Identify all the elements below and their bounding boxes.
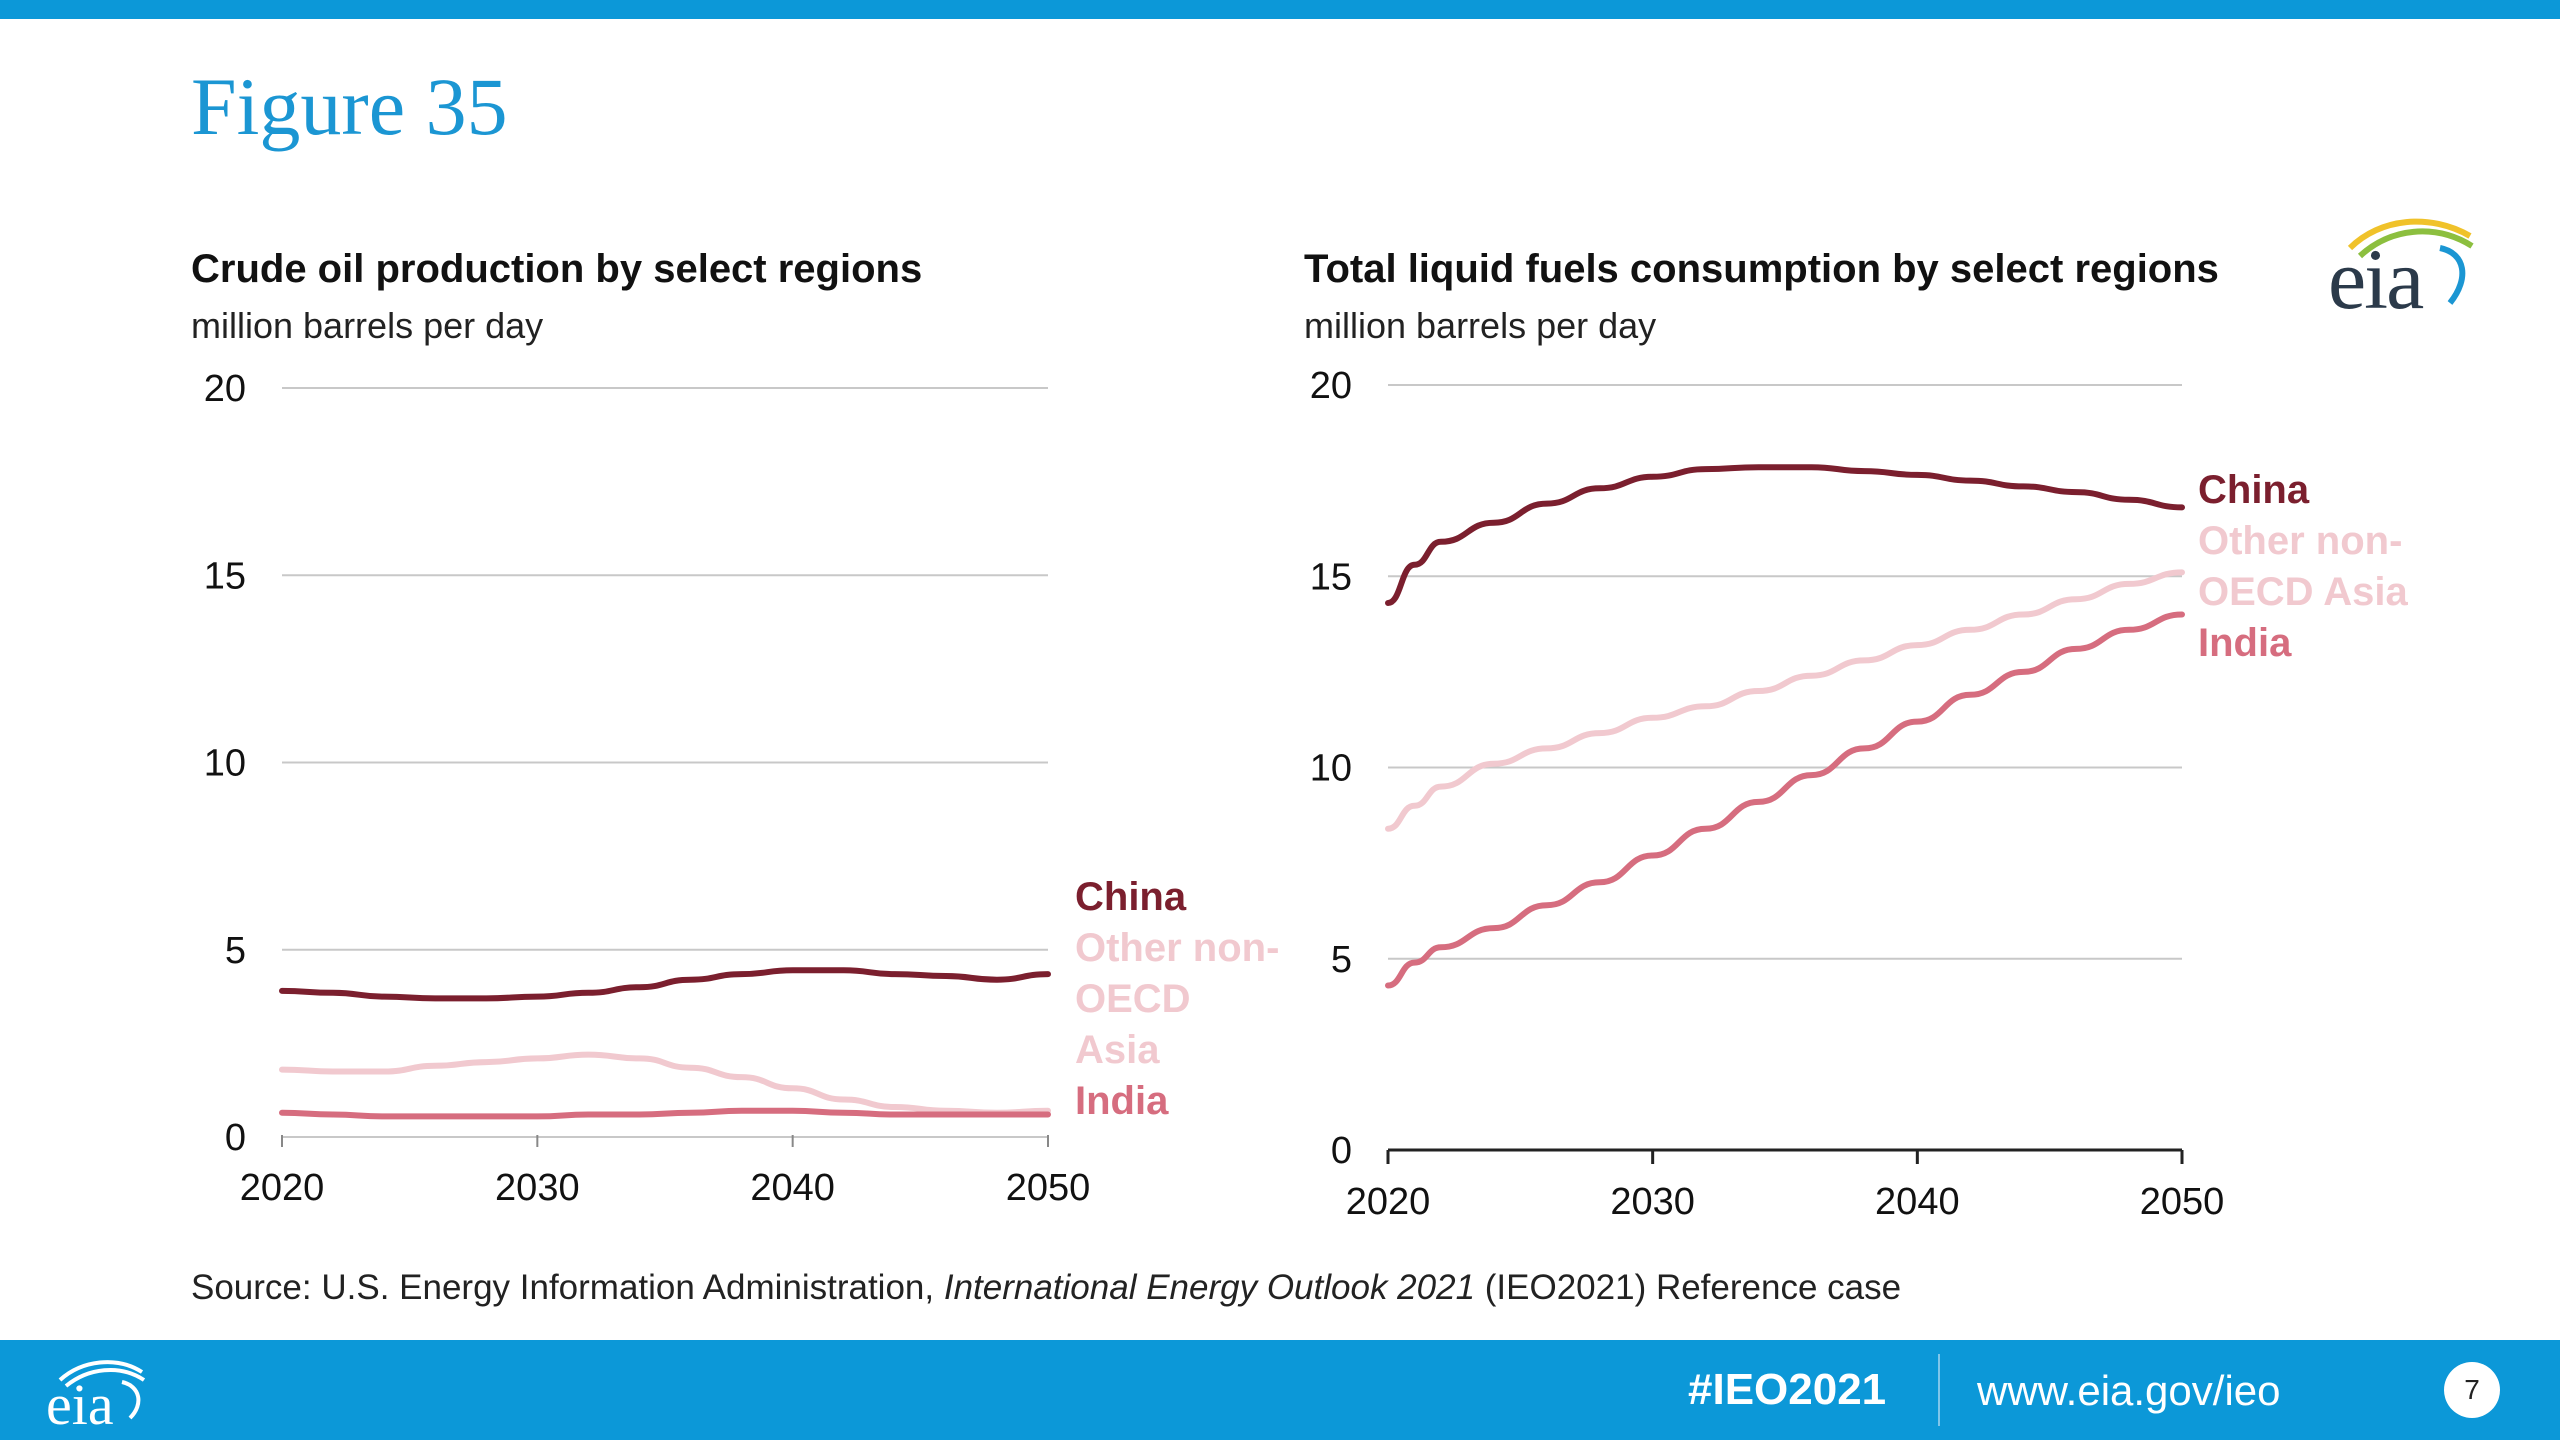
chart2-line-other-non-oecd-asia — [1385, 569, 2185, 832]
chart1-series-label-india: India — [1075, 1079, 1169, 1123]
footer-bar: eia #IEO2021 www.eia.gov/ieo 7 — [0, 1340, 2560, 1440]
footer-logo-text: eia — [46, 1372, 114, 1437]
top-accent-bar — [0, 0, 2560, 19]
figure-title: Figure 35 — [191, 61, 508, 152]
footer-logo-swoosh-icon — [58, 1360, 146, 1420]
website-link[interactable]: www.eia.gov/ieo — [1977, 1367, 2281, 1414]
chart1-series-label-other-non-oecd-asia: OECD — [1075, 977, 1191, 1021]
chart2-line-china — [1385, 464, 2185, 606]
chart2-y-tick-label: 5 — [1331, 939, 1352, 981]
source-note: Source: U.S. Energy Information Administ… — [191, 1268, 1901, 1308]
chart2-title: Total liquid fuels consumption by select… — [1304, 247, 2219, 291]
chart1-line-other-non-oecd-asia — [279, 1051, 1051, 1116]
chart1-subtitle: million barrels per day — [191, 305, 543, 346]
chart1-y-tick-label: 0 — [225, 1117, 246, 1159]
charts-canvas: Crude oil production by select regions mi… — [191, 247, 2408, 1223]
footer-eia-logo: eia — [42, 1352, 152, 1437]
chart1-line-china — [279, 967, 1051, 1002]
eia-logo: eia — [2320, 208, 2480, 328]
chart2-x-tick-label: 2030 — [1610, 1181, 1695, 1223]
chart2-y-tick-label: 10 — [1310, 748, 1352, 790]
eia-logo-text: eia — [2328, 231, 2424, 327]
chart2-series-label-china: China — [2198, 468, 2310, 512]
footer-divider — [1938, 1354, 1940, 1426]
chart1-y-tick-label: 15 — [204, 555, 246, 597]
hashtag-label: #IEO2021 — [1688, 1365, 1887, 1414]
chart2-y-tick-label: 0 — [1331, 1130, 1352, 1172]
chart1-x-tick-label: 2020 — [240, 1167, 325, 1209]
source-publication: International Energy Outlook 2021 — [943, 1268, 1476, 1307]
chart1-series-label-other-non-oecd-asia: Other non- — [1075, 926, 1279, 970]
chart1-x-tick-label: 2030 — [495, 1167, 580, 1209]
chart2-series-label-other-non-oecd-asia: Other non- — [2198, 519, 2402, 563]
chart2-x-tick-label: 2020 — [1346, 1181, 1431, 1223]
source-suffix: (IEO2021) Reference case — [1475, 1268, 1902, 1307]
chart1-series-label-other-non-oecd-asia: Asia — [1075, 1028, 1160, 1072]
chart2-y-tick-label: 15 — [1310, 556, 1352, 598]
chart1-line-india — [279, 1107, 1051, 1120]
chart2-x-tick-label: 2040 — [1875, 1181, 1960, 1223]
chart2-series-label-other-non-oecd-asia: OECD Asia — [2198, 570, 2408, 614]
chart1-x-tick-label: 2050 — [1006, 1167, 1091, 1209]
chart2-series-label-india: India — [2198, 621, 2292, 665]
chart2-y-tick-label: 20 — [1310, 365, 1352, 407]
chart1-series-label-china: China — [1075, 875, 1187, 919]
source-prefix: Source: U.S. Energy Information Administ… — [191, 1268, 944, 1307]
chart2-line-india — [1385, 611, 2185, 989]
chart2-subtitle: million barrels per day — [1304, 305, 1656, 346]
chart1-y-tick-label: 10 — [204, 743, 246, 785]
eia-logo-swoosh-icon — [2347, 218, 2474, 305]
page-number-badge: 7 — [2444, 1362, 2500, 1418]
chart1-y-tick-label: 20 — [204, 368, 246, 410]
chart1-y-tick-label: 5 — [225, 930, 246, 972]
chart2-x-tick-label: 2050 — [2140, 1181, 2225, 1223]
chart1-title: Crude oil production by select regions — [191, 247, 922, 291]
chart1-x-tick-label: 2040 — [750, 1167, 835, 1209]
